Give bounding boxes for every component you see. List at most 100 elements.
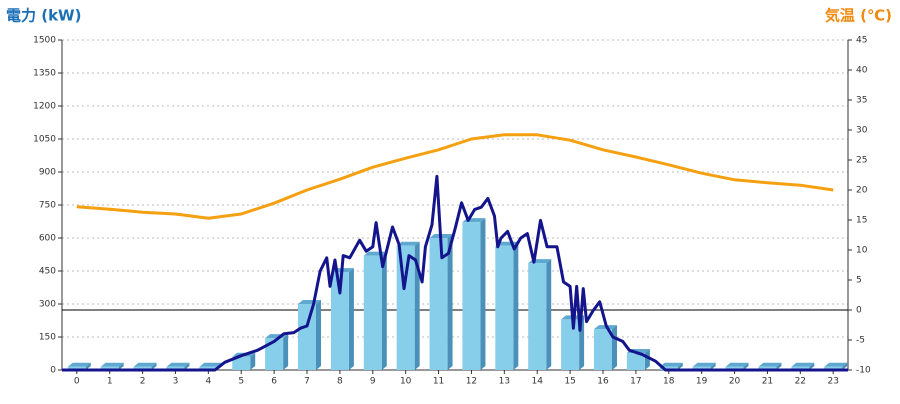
x-tick-label: 0	[74, 377, 80, 387]
bar-side	[381, 251, 387, 370]
x-tick-label: 23	[827, 377, 838, 387]
bar-side	[250, 352, 256, 370]
bar-side	[710, 362, 716, 370]
bar	[824, 366, 843, 370]
x-tick-label: 6	[271, 377, 277, 387]
bar	[626, 353, 645, 370]
y2-tick-label: 40	[856, 66, 868, 76]
bar-top	[100, 362, 124, 367]
bar	[396, 245, 415, 370]
x-tick-label: 12	[466, 377, 477, 387]
bar-top	[67, 362, 91, 367]
bar	[67, 366, 86, 370]
bar	[265, 338, 284, 370]
x-tick-label: 14	[531, 377, 543, 387]
bar	[330, 272, 349, 370]
y-tick-label: 300	[39, 300, 56, 310]
bar	[133, 366, 152, 370]
y2-tick-label: 45	[856, 36, 867, 46]
bar	[495, 245, 514, 370]
x-tick-label: 13	[499, 377, 510, 387]
x-tick-label: 7	[304, 377, 310, 387]
bar-top	[791, 362, 815, 367]
x-tick-label: 2	[140, 377, 146, 387]
bar-top	[824, 362, 848, 367]
x-tick-label: 9	[370, 377, 376, 387]
bar-side	[184, 362, 190, 370]
bar	[593, 329, 612, 370]
y2-axis-title: 気温 (℃)	[825, 7, 892, 25]
y2-tick-label: 20	[856, 186, 868, 196]
x-tick-label: 8	[337, 377, 343, 387]
bar	[363, 255, 382, 370]
y2-tick-label: 15	[856, 216, 867, 226]
x-tick-label: 17	[630, 377, 641, 387]
y-tick-label: 1500	[33, 36, 56, 46]
bar	[166, 366, 185, 370]
y-tick-label: 1050	[33, 135, 56, 145]
y2-tick-label: 10	[856, 246, 868, 256]
y2-tick-label: -10	[856, 366, 871, 376]
bar	[528, 263, 547, 370]
y2-tick-label: 5	[856, 276, 862, 286]
x-tick-label: 11	[433, 377, 444, 387]
bar-top	[725, 362, 749, 367]
bar-side	[743, 362, 749, 370]
bar-top	[758, 362, 782, 367]
bar-side	[348, 268, 354, 370]
x-tick-label: 4	[205, 377, 211, 387]
x-tick-label: 20	[729, 377, 741, 387]
x-tick-label: 16	[597, 377, 609, 387]
bar-top	[659, 362, 683, 367]
bar-side	[611, 325, 617, 370]
bar-side	[809, 362, 815, 370]
bar	[659, 366, 678, 370]
bar-top	[133, 362, 157, 367]
x-tick-label: 10	[400, 377, 412, 387]
y2-tick-label: -5	[856, 336, 865, 346]
y2-tick-label: 0	[856, 306, 862, 316]
x-tick-label: 3	[173, 377, 179, 387]
y-tick-label: 900	[39, 168, 56, 178]
bar-side	[447, 234, 453, 370]
y-tick-label: 1350	[33, 69, 56, 79]
bar-side	[316, 300, 322, 370]
bar-side	[283, 334, 289, 370]
bar-side	[842, 362, 848, 370]
bar-side	[513, 241, 519, 370]
bar-side	[776, 362, 782, 370]
y-tick-label: 150	[39, 333, 56, 343]
bar	[692, 366, 711, 370]
bar-side	[644, 349, 650, 370]
bar-side	[480, 218, 486, 370]
x-tick-label: 5	[238, 377, 244, 387]
bar	[462, 222, 481, 370]
y-tick-label: 750	[39, 201, 56, 211]
bar	[725, 366, 744, 370]
bar-side	[118, 362, 124, 370]
y-tick-label: 450	[39, 267, 56, 277]
bar-side	[677, 362, 683, 370]
bar-top	[199, 362, 223, 367]
x-tick-label: 1	[107, 377, 113, 387]
bar	[100, 366, 119, 370]
x-tick-label: 15	[564, 377, 575, 387]
bar-side	[546, 259, 552, 370]
bar-side	[151, 362, 157, 370]
x-tick-label: 19	[696, 377, 708, 387]
bar	[199, 366, 218, 370]
temperature-line	[76, 133, 834, 220]
bar	[232, 356, 251, 370]
power-line	[62, 174, 848, 372]
bar-top	[396, 241, 420, 246]
y-axis-title: 電力 (kW)	[6, 7, 81, 25]
x-tick-label: 18	[663, 377, 675, 387]
y2-tick-label: 30	[856, 126, 868, 136]
y2-tick-label: 35	[856, 96, 867, 106]
y-tick-label: 600	[39, 234, 56, 244]
y2-tick-label: 25	[856, 156, 867, 166]
bar	[758, 366, 777, 370]
bar-side	[85, 362, 91, 370]
bar	[298, 304, 317, 370]
